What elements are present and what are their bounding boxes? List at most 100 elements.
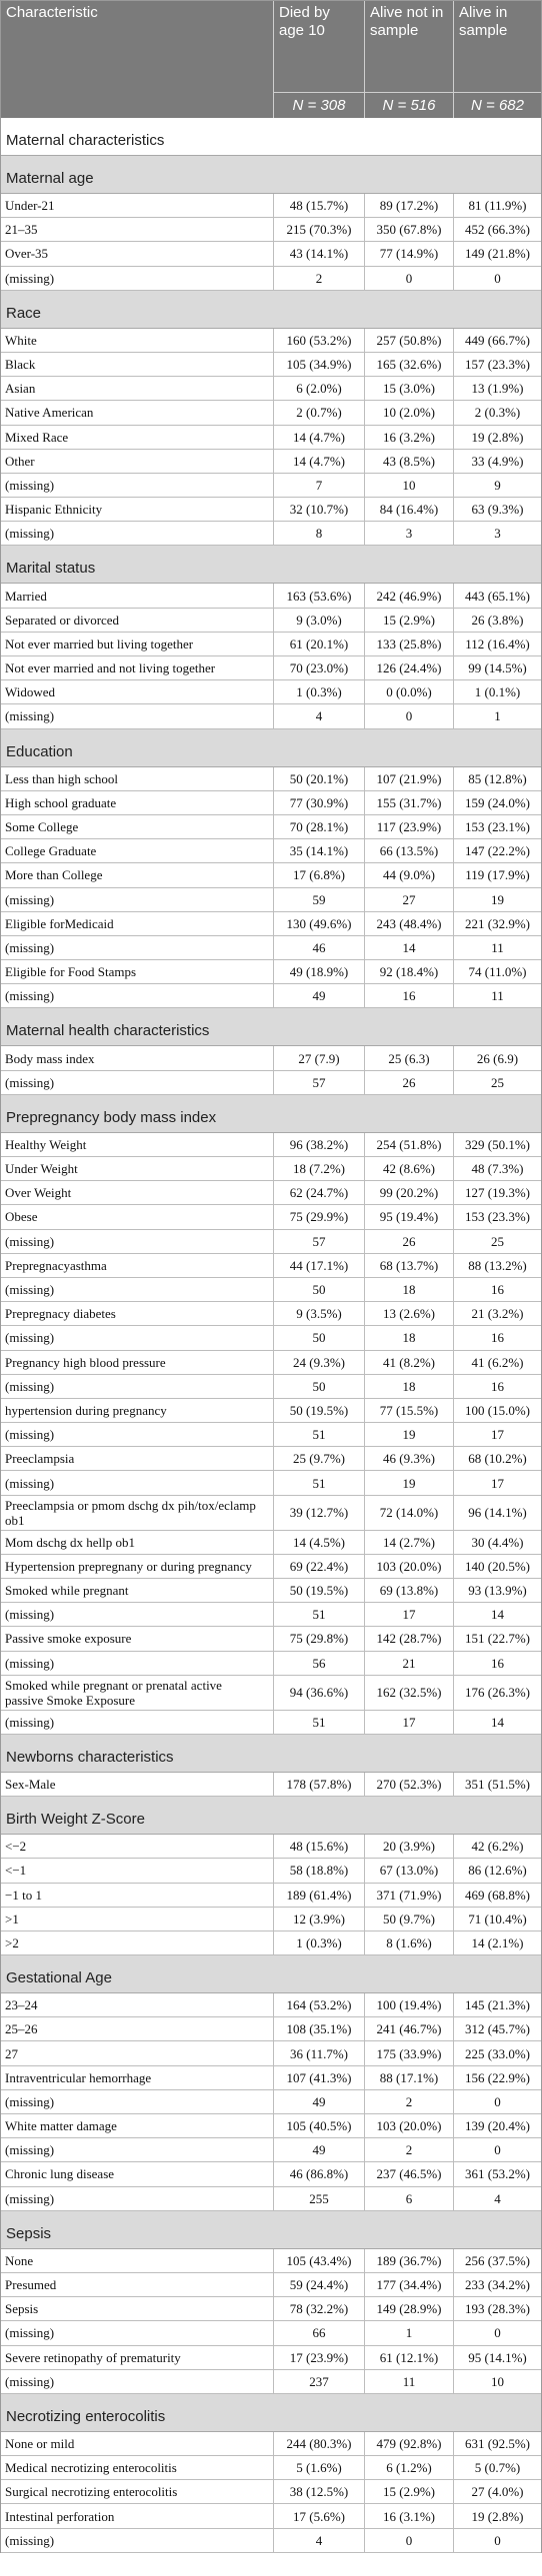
value-cell: 8 (1.6%) [364,1931,453,1955]
table-row: Eligible for Food Stamps 49 (18.9%) 92 (18… [1,960,541,985]
row-label: (missing) [5,1378,55,1394]
value-cell: 631 (92.5%) [453,2431,541,2456]
table-row: Surgical necrotizing enterocolitis 38 (12… [1,2480,541,2505]
value-cell: 66 (13.5%) [364,839,453,863]
value-cell: 127 (19.3%) [453,1181,541,1205]
value-cell: 18 [364,1374,453,1398]
value-cell: 96 (14.1%) [453,1495,541,1530]
table-row: (missing) 56 21 16 [1,1651,541,1676]
value-cell: 1 (0.3%) [273,680,364,704]
row-label: Over Weight [5,1185,72,1201]
value-cell: 16 (3.2%) [364,425,453,449]
row-label: Under Weight [5,1161,78,1177]
value-cell: 0 [453,2138,541,2162]
row-label: Under-21 [5,198,55,214]
value-cell: 14 (4.5%) [273,1530,364,1554]
table-row: Hypertension prepregnany or during pregn… [1,1554,541,1579]
table-row: Mom dschg dx hellp ob1 14 (4.5%) 14 (2.7%)… [1,1530,541,1555]
table-row: 27 36 (11.7%) 175 (33.9%) 225 (33.0%) [1,2041,541,2066]
table-row: Under Weight 18 (7.2%) 42 (8.6%) 48 (7.3%) [1,1157,541,1182]
table-row: (missing) 255 6 4 [1,2186,541,2211]
value-cell: 88 (17.1%) [364,2065,453,2089]
value-cell: 151 (22.7%) [453,1627,541,1651]
value-cell: 3 [453,522,541,546]
row-label: Prepregnacy diabetes [5,1306,116,1322]
row-label: Sepsis [5,2301,39,2317]
value-cell: 164 (53.2%) [273,1993,364,2017]
table-row: Some College 70 (28.1%) 117 (23.9%) 153 (23… [1,814,541,840]
value-cell: 105 (43.4%) [273,2248,364,2272]
value-cell: 177 (34.4%) [364,2272,453,2297]
table-row: (missing) 7 10 9 [1,473,541,499]
value-cell: 16 [453,1651,541,1675]
value-cell: 14 [364,935,453,960]
row-label: Body mass index [5,1050,95,1066]
value-cell: 19 [453,887,541,911]
value-cell: 68 (10.2%) [453,1447,541,1471]
table-row: Passive smoke exposure 75 (29.8%) 142 (28.… [1,1627,541,1652]
row-label: (missing) [5,1475,55,1491]
value-cell: 215 (70.3%) [273,218,364,242]
row-label: Not ever married and not living together [5,660,216,676]
value-cell: 105 (40.5%) [273,2114,364,2138]
value-cell: 119 (17.9%) [453,863,541,887]
value-cell: 17 [453,1423,541,1447]
value-cell: 16 (3.1%) [364,2504,453,2528]
value-cell: 0 [453,2089,541,2113]
value-cell: 12 (3.9%) [273,1907,364,1931]
value-cell: 69 (22.4%) [273,1554,364,1578]
table-row: 23–24 164 (53.2%) 100 (19.4%) 145 (21.3%) [1,1993,541,2018]
table-row: Intraventricular hemorrhage 107 (41.3%) 88… [1,2065,541,2090]
row-label: Hispanic Ethnicity [5,502,103,518]
value-cell: 95 (19.4%) [364,1205,453,1229]
value-cell: 1 (0.1%) [453,680,541,704]
value-cell: 27 [364,887,453,911]
value-cell: 72 (14.0%) [364,1495,453,1530]
value-cell: 14 (2.7%) [364,1530,453,1554]
table-row: Under-21 48 (15.7%) 89 (17.2%) 81 (11.9%) [1,194,541,219]
table-row: (missing) 50 18 16 [1,1374,541,1399]
table-row: (missing) 57 26 25 [1,1229,541,1254]
row-label: (missing) [5,2373,55,2389]
table-row: (missing) 49 2 0 [1,2138,541,2163]
row-label: Preeclampsia or pmom dschg dx pih/tox/ec… [5,1497,256,1528]
row-label: (missing) [5,2190,55,2206]
row-label: Other [5,453,35,469]
value-cell: 351 (51.5%) [453,1772,541,1797]
value-cell: 18 (7.2%) [273,1157,364,1181]
sample-size: N = 682 [453,92,541,118]
value-cell: 38 (12.5%) [273,2480,364,2504]
value-cell: 75 (29.9%) [273,1205,364,1229]
row-label: Hypertension prepregnany or during pregn… [5,1558,252,1574]
table-row: None or mild 244 (80.3%) 479 (92.8%) 631 (9… [1,2431,541,2457]
value-cell: 42 (6.2%) [453,1835,541,1859]
value-cell: 361 (53.2%) [453,2162,541,2186]
value-cell: 9 (3.5%) [273,1302,364,1326]
value-cell: 112 (16.4%) [453,632,541,655]
value-cell: 50 [273,1326,364,1350]
row-label: 21–35 [5,222,38,238]
value-cell: 3 [364,522,453,546]
value-cell: 41 (6.2%) [453,1350,541,1374]
value-cell: 0 [453,266,541,290]
value-cell: 69 (13.8%) [364,1579,453,1603]
value-cell: 15 (2.9%) [364,2480,453,2504]
value-cell: 78 (32.2%) [273,2297,364,2321]
value-cell: 103 (20.0%) [364,1554,453,1578]
row-label: High school graduate [5,794,117,810]
table-row: Smoked while pregnant 50 (19.5%) 69 (13.8%… [1,1579,541,1604]
value-cell: 20 (3.9%) [364,1835,453,1859]
value-cell: 7 [273,473,364,498]
value-cell: 10 [364,473,453,498]
table-row: −1 to 1 189 (61.4%) 371 (71.9%) 469 (68.8%) [1,1883,541,1908]
value-cell: 96 (38.2%) [273,1132,364,1156]
value-cell: 92 (18.4%) [364,960,453,984]
table-row: Hispanic Ethnicity 32 (10.7%) 84 (16.4%) 63… [1,498,541,523]
value-cell: 149 (21.8%) [453,242,541,266]
value-cell: 41 (8.2%) [364,1350,453,1374]
value-cell: 193 (28.3%) [453,2297,541,2321]
value-cell: 56 [273,1651,364,1675]
value-cell: 44 (17.1%) [273,1253,364,1277]
table-row: Smoked while pregnant or prenatal active… [1,1675,541,1711]
